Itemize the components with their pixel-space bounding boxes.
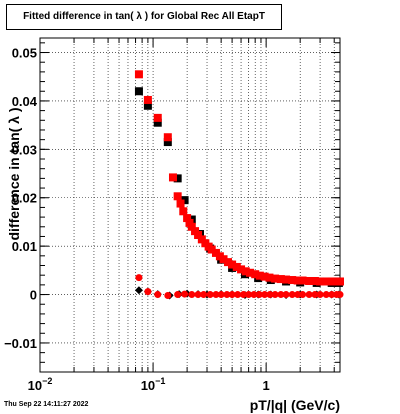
data-point-square bbox=[187, 222, 196, 231]
data-point-square bbox=[282, 275, 291, 284]
data-point-square bbox=[228, 260, 237, 269]
data-point-square bbox=[168, 173, 177, 182]
data-point-circle bbox=[217, 291, 225, 299]
data-point-square bbox=[322, 277, 331, 286]
data-point-square bbox=[232, 262, 241, 271]
data-point-square bbox=[276, 275, 285, 284]
data-point-square bbox=[265, 273, 274, 282]
data-point-circle bbox=[206, 291, 214, 299]
data-point-square bbox=[134, 70, 143, 79]
data-point-circle bbox=[288, 291, 296, 299]
data-point-square bbox=[255, 271, 264, 280]
data-point-square bbox=[224, 258, 233, 267]
data-point-circle bbox=[174, 291, 182, 299]
data-point-square bbox=[194, 231, 203, 240]
data-point-circle bbox=[200, 291, 208, 299]
data-series bbox=[134, 70, 344, 300]
x-axis-label: pT/|q| (GeV/c) bbox=[250, 397, 340, 413]
data-point-circle bbox=[234, 291, 242, 299]
data-point-circle bbox=[322, 291, 330, 299]
data-point-circle bbox=[271, 291, 279, 299]
timestamp: Thu Sep 22 14:11:27 2022 bbox=[4, 401, 89, 408]
data-point-square bbox=[251, 270, 260, 279]
data-point-square bbox=[327, 277, 336, 286]
data-point-square bbox=[293, 276, 302, 285]
data-point-square bbox=[237, 265, 246, 274]
y-tick-label: −0.01 bbox=[4, 336, 37, 351]
data-point-square bbox=[179, 207, 188, 216]
data-point-circle bbox=[255, 291, 263, 299]
data-point-circle bbox=[316, 291, 324, 299]
data-point-circle bbox=[188, 291, 196, 299]
y-tick-label: 0 bbox=[30, 288, 37, 303]
data-point-circle bbox=[135, 274, 143, 282]
x-tick-label: 10−1 bbox=[141, 376, 166, 393]
data-point-square bbox=[134, 87, 143, 96]
plot-frame bbox=[39, 37, 341, 373]
data-point-square bbox=[143, 101, 152, 110]
data-point-square bbox=[288, 276, 297, 285]
data-point-square bbox=[298, 276, 307, 285]
data-point-square bbox=[316, 277, 325, 286]
chart-title: Fitted difference in tan( λ ) for Global… bbox=[23, 11, 265, 22]
data-point-square bbox=[173, 174, 182, 183]
data-point-square bbox=[163, 133, 172, 142]
data-point-square bbox=[163, 138, 172, 147]
data-point-square bbox=[207, 245, 216, 254]
data-point-circle bbox=[328, 291, 336, 299]
data-point-circle bbox=[299, 291, 307, 299]
grid-lines bbox=[40, 38, 340, 372]
data-point-circle bbox=[266, 291, 274, 299]
data-point-square bbox=[246, 268, 255, 277]
data-point-square bbox=[260, 272, 269, 281]
data-point-circle bbox=[305, 291, 313, 299]
data-point-circle bbox=[311, 291, 319, 299]
y-tick-label: 0.04 bbox=[12, 94, 38, 109]
chart-title-box: Fitted difference in tan( λ ) for Global… bbox=[6, 4, 282, 30]
y-axis-label: difference in tan( λ ) bbox=[6, 107, 22, 240]
data-point-circle bbox=[239, 291, 247, 299]
data-point-circle bbox=[164, 292, 172, 300]
data-point-circle bbox=[294, 291, 302, 299]
data-point-circle bbox=[282, 291, 290, 299]
axes: −0.01 0 0.01 0.02 0.03 0.04 0.05 10−2 10−1 1 bbox=[4, 38, 340, 393]
data-point-square bbox=[180, 196, 189, 205]
data-point-circle bbox=[144, 288, 152, 296]
data-point-circle bbox=[212, 291, 220, 299]
data-point-circle bbox=[277, 291, 285, 299]
data-point-circle bbox=[228, 291, 236, 299]
data-point-circle bbox=[181, 290, 189, 298]
data-point-square bbox=[153, 118, 162, 127]
data-point-square bbox=[241, 267, 250, 276]
data-point-circle bbox=[245, 291, 253, 299]
y-tick-label: 0.05 bbox=[12, 46, 37, 61]
data-point-square bbox=[219, 255, 228, 264]
data-point-circle bbox=[223, 291, 231, 299]
data-point-square bbox=[183, 214, 192, 223]
data-point-square bbox=[176, 199, 185, 208]
data-point-square bbox=[143, 95, 152, 104]
data-point-circle bbox=[336, 291, 344, 299]
data-point-diamond bbox=[134, 286, 143, 295]
data-point-square bbox=[271, 274, 280, 283]
data-point-square bbox=[153, 113, 162, 122]
data-point-square bbox=[173, 192, 182, 201]
data-point-circle bbox=[154, 291, 162, 299]
x-tick-label: 10−2 bbox=[28, 376, 53, 393]
x-tick-label: 1 bbox=[263, 378, 270, 393]
data-point-square bbox=[336, 277, 344, 286]
y-tick-label: 0.01 bbox=[12, 239, 37, 254]
data-point-circle bbox=[194, 291, 202, 299]
y-tick-label: 0.03 bbox=[12, 142, 37, 157]
data-point-circle bbox=[261, 291, 269, 299]
y-tick-label: 0.02 bbox=[12, 191, 37, 206]
data-point-square bbox=[310, 276, 319, 285]
data-point-circle bbox=[250, 291, 258, 299]
data-point-square bbox=[305, 276, 314, 285]
